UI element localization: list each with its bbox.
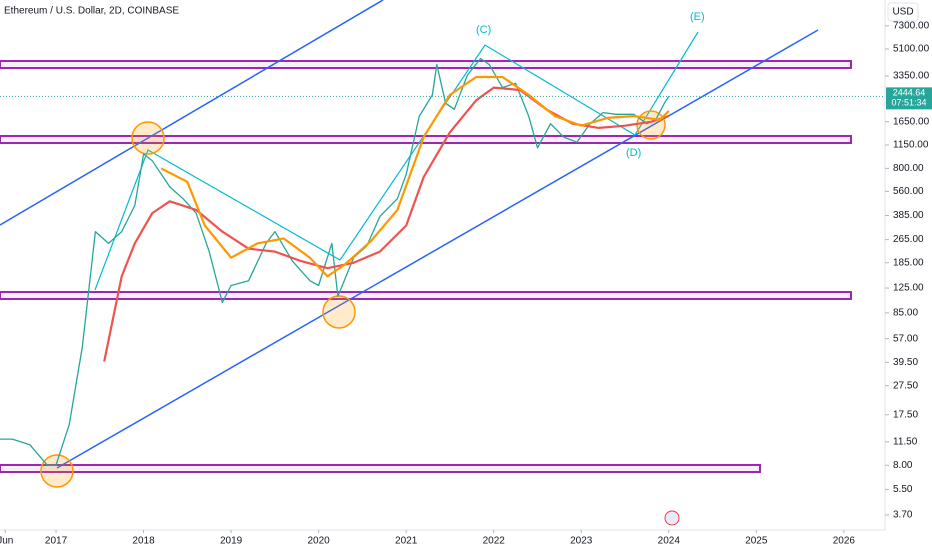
last-price-box [886, 87, 932, 110]
wave-label: (D) [626, 147, 641, 159]
zone [0, 464, 761, 473]
event-flag[interactable] [664, 510, 680, 526]
y-tick-label: 3350.00 [893, 71, 930, 82]
y-tick-label: 3.70 [893, 510, 913, 521]
y-tick-label: 385.00 [893, 210, 924, 221]
highlight-circle [40, 454, 74, 488]
x-tick-label: 2018 [132, 536, 155, 547]
y-tick-label: 185.00 [893, 257, 924, 268]
highlight-circle [636, 110, 666, 140]
y-tick-label: 125.00 [893, 283, 924, 294]
channel-line [0, 0, 384, 226]
currency-button[interactable] [887, 2, 919, 22]
highlight-circle [131, 121, 165, 155]
channel-line [56, 29, 819, 469]
plot [0, 57, 670, 466]
zone [0, 135, 852, 144]
x-tick-label: 2021 [395, 536, 418, 547]
chart-title: Ethereum / U.S. Dollar, 2D, COINBASE [4, 6, 179, 17]
y-tick-label: 1150.00 [893, 140, 929, 151]
x-tick-label: 2017 [45, 536, 68, 547]
price-line [103, 86, 670, 362]
zone [0, 291, 852, 300]
x-tick-label: 2022 [483, 536, 506, 547]
wave-label: (C) [476, 24, 491, 36]
y-tick-label: 7300.00 [893, 20, 930, 31]
y-tick-label: 265.00 [893, 234, 924, 245]
y-tick-label: 800.00 [893, 163, 924, 174]
price-line [160, 75, 670, 278]
wave-label: (E) [690, 11, 705, 23]
y-tick-label: 11.50 [893, 436, 918, 447]
last-price-label: 2444.64 [893, 88, 926, 98]
y-tick-label: 560.00 [893, 186, 924, 197]
zone [0, 60, 852, 69]
x-tick-label: 2019 [220, 536, 243, 547]
y-tick-label: 27.50 [893, 380, 918, 391]
y-tick-label: 39.50 [893, 357, 918, 368]
y-tick-label: 57.00 [893, 333, 918, 344]
x-tick-label: 2020 [308, 536, 331, 547]
y-tick-label: 5.50 [893, 484, 913, 495]
x-tick-label: 2023 [570, 536, 593, 547]
x-tick-label: 2025 [745, 536, 768, 547]
y-tick-label: 85.00 [893, 308, 918, 319]
x-tick-label: 2026 [833, 536, 856, 547]
currency-label[interactable]: USD [892, 7, 913, 18]
x-tick-label: Jun [0, 536, 13, 547]
y-tick-label: 5100.00 [893, 44, 930, 55]
x-tick-label: 2024 [658, 536, 681, 547]
countdown-label: 07:51:34 [891, 98, 926, 108]
y-tick-label: 1650.00 [893, 116, 930, 127]
y-tick-label: 8.00 [893, 460, 913, 471]
y-tick-label: 17.50 [893, 409, 918, 420]
highlight-circle [322, 295, 356, 329]
